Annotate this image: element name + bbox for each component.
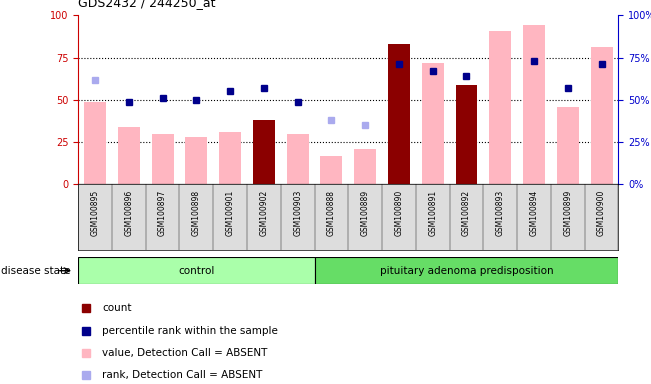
Bar <box>219 132 241 184</box>
Text: GSM100893: GSM100893 <box>496 190 505 236</box>
Text: GSM100892: GSM100892 <box>462 190 471 236</box>
Bar <box>523 25 545 184</box>
Text: GSM100896: GSM100896 <box>124 190 133 236</box>
Bar <box>590 48 613 184</box>
Text: value, Detection Call = ABSENT: value, Detection Call = ABSENT <box>102 348 268 358</box>
Text: pituitary adenoma predisposition: pituitary adenoma predisposition <box>380 266 553 276</box>
Text: control: control <box>178 266 215 276</box>
Bar <box>253 120 275 184</box>
Text: GSM100891: GSM100891 <box>428 190 437 236</box>
Bar <box>388 44 410 184</box>
Bar <box>84 101 106 184</box>
Bar <box>78 257 314 284</box>
Text: GSM100888: GSM100888 <box>327 190 336 235</box>
Text: GSM100900: GSM100900 <box>597 190 606 236</box>
Bar <box>388 44 410 184</box>
Text: rank, Detection Call = ABSENT: rank, Detection Call = ABSENT <box>102 370 263 380</box>
Text: GSM100894: GSM100894 <box>529 190 538 236</box>
Bar <box>118 127 140 184</box>
Bar <box>186 137 207 184</box>
Bar <box>152 134 174 184</box>
Bar <box>354 149 376 184</box>
Text: GSM100895: GSM100895 <box>90 190 100 236</box>
Bar <box>253 120 275 184</box>
Text: GSM100901: GSM100901 <box>226 190 234 236</box>
Text: GSM100898: GSM100898 <box>192 190 201 236</box>
Bar <box>320 156 342 184</box>
Bar <box>557 107 579 184</box>
Bar <box>422 63 444 184</box>
Text: percentile rank within the sample: percentile rank within the sample <box>102 326 279 336</box>
Text: disease state: disease state <box>1 266 70 276</box>
Text: GSM100897: GSM100897 <box>158 190 167 236</box>
Text: GSM100890: GSM100890 <box>395 190 404 236</box>
Text: GSM100899: GSM100899 <box>563 190 572 236</box>
Text: GSM100902: GSM100902 <box>259 190 268 236</box>
Text: GSM100889: GSM100889 <box>361 190 370 236</box>
Bar <box>456 84 477 184</box>
Bar <box>456 84 477 184</box>
Bar <box>314 257 618 284</box>
Text: GSM100903: GSM100903 <box>293 190 302 236</box>
Text: count: count <box>102 303 132 313</box>
Bar <box>286 134 309 184</box>
Bar <box>490 31 511 184</box>
Text: GDS2432 / 244250_at: GDS2432 / 244250_at <box>78 0 215 8</box>
